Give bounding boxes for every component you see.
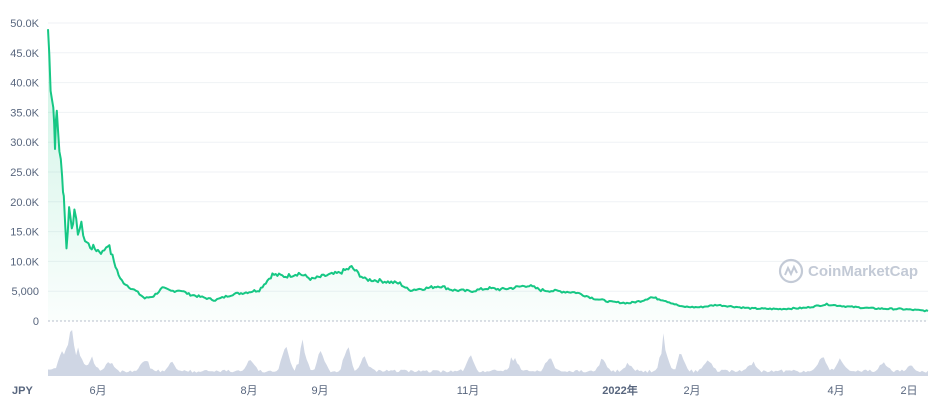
y-tick-label: 50.0K bbox=[10, 18, 39, 30]
x-axis: 6月 8月 9月 11月 2022年 2月 4月 2日 bbox=[89, 383, 917, 397]
y-tick-label: 30.0K bbox=[10, 137, 39, 149]
price-series bbox=[47, 29, 929, 321]
x-tick-label: 2022年 bbox=[602, 383, 637, 397]
y-tick-label: 15.0K bbox=[10, 227, 39, 239]
y-tick-label: 25.0K bbox=[10, 167, 39, 179]
coinmarketcap-logo-icon bbox=[778, 258, 804, 284]
volume-series bbox=[48, 330, 928, 376]
x-tick-label: 8月 bbox=[240, 385, 257, 397]
x-tick-label: 9月 bbox=[311, 385, 328, 397]
price-line bbox=[47, 29, 929, 313]
watermark-text: CoinMarketCap bbox=[808, 263, 918, 280]
y-tick-label: 20.0K bbox=[10, 197, 39, 209]
x-tick-label: 2月 bbox=[683, 385, 700, 397]
gridlines bbox=[48, 22, 928, 322]
x-tick-label: 2日 bbox=[900, 385, 917, 397]
y-tick-label: 45.0K bbox=[10, 48, 39, 60]
y-tick-label: 35.0K bbox=[10, 107, 39, 119]
x-tick-label: 11月 bbox=[457, 385, 479, 397]
y-tick-label: 0 bbox=[33, 316, 39, 328]
x-tick-label: 6月 bbox=[89, 385, 106, 397]
y-tick-label: 40.0K bbox=[10, 78, 39, 90]
y-axis: 0 5,000 10.0K 15.0K 20.0K 25.0K 30.0K 35.0K 40.0… bbox=[10, 18, 39, 328]
volume-area bbox=[48, 330, 928, 376]
watermark: CoinMarketCap bbox=[778, 258, 918, 284]
y-tick-label: 10.0K bbox=[10, 256, 39, 268]
currency-label: JPY bbox=[12, 385, 33, 397]
x-tick-label: 4月 bbox=[827, 385, 844, 397]
price-area bbox=[48, 29, 928, 321]
y-tick-label: 5,000 bbox=[11, 286, 39, 298]
